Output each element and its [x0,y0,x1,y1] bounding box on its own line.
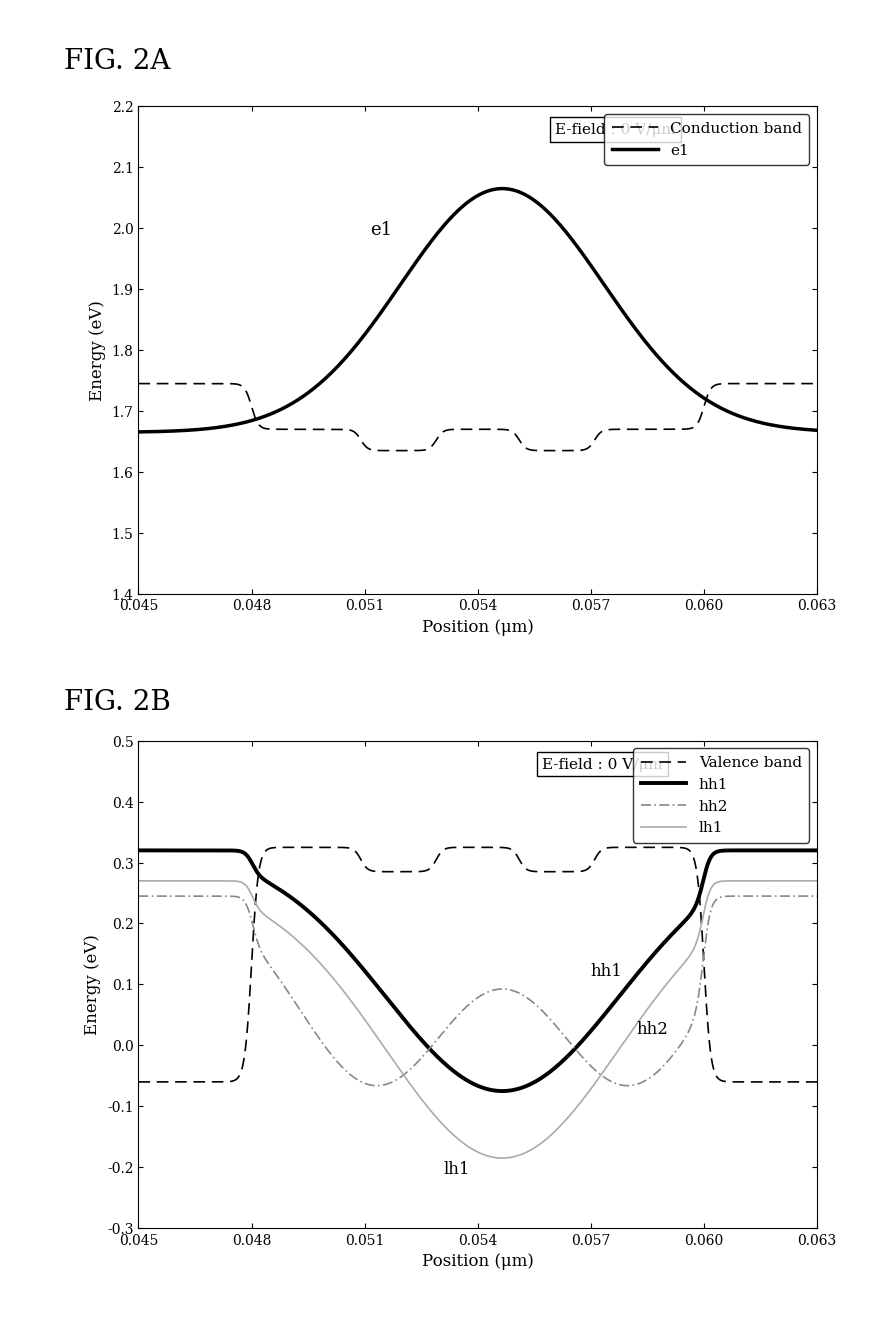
Text: E-field : 0 V/μm: E-field : 0 V/μm [542,757,663,772]
X-axis label: Position (μm): Position (μm) [421,1252,534,1270]
Text: E-field : 0 V/μm: E-field : 0 V/μm [555,123,676,138]
Text: FIG. 2B: FIG. 2B [64,689,171,716]
Text: hh1: hh1 [591,963,622,980]
Text: FIG. 2A: FIG. 2A [64,48,171,75]
X-axis label: Position (μm): Position (μm) [421,618,534,635]
Text: lh1: lh1 [444,1160,471,1177]
Y-axis label: Energy (eV): Energy (eV) [89,300,106,400]
Text: hh2: hh2 [636,1020,668,1037]
Legend: Conduction band, e1: Conduction band, e1 [605,115,809,166]
Y-axis label: Energy (eV): Energy (eV) [84,934,102,1035]
Legend: Valence band, hh1, hh2, lh1: Valence band, hh1, hh2, lh1 [633,749,809,842]
Text: e1: e1 [371,220,392,239]
